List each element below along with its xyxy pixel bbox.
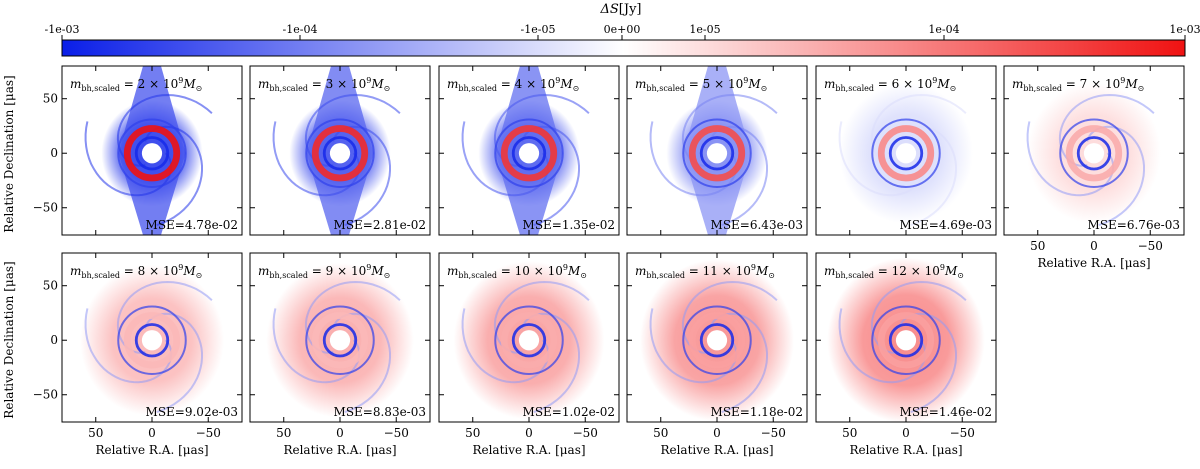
x-tick-label: 50 (1030, 239, 1045, 253)
y-tick-label: 50 (43, 279, 58, 293)
panel-m6: mbh,scaled = 6 × 109M⊙ MSE=4.69e-03 (815, 65, 997, 236)
heatmap-image (62, 253, 242, 422)
panel-m9: 50 0 −50 mbh,scaled = 9 × 109M⊙ MSE=8.83e-03… (249, 252, 431, 457)
panel-mass-label: mbh,scaled = 12 × 109M⊙ (824, 263, 964, 280)
panel-mse-label: MSE=1.46e-02 (900, 405, 992, 419)
x-tick-label: −50 (573, 426, 598, 440)
y-tick-label: −50 (33, 388, 58, 402)
y-tick-label: 0 (50, 146, 58, 160)
panel-m11: 50 0 −50 mbh,scaled = 11 × 109M⊙ MSE=1.18e-0… (626, 252, 808, 457)
panel-mse-label: MSE=4.69e-03 (900, 218, 992, 232)
x-tick-label: 0 (902, 426, 910, 440)
heatmap-image (627, 253, 807, 422)
panel-m10: 50 0 −50 mbh,scaled = 10 × 109M⊙ MSE=1.02e-0… (438, 252, 620, 457)
y-tick-label: 0 (50, 333, 58, 347)
panel-mass-label: mbh,scaled = 7 × 109M⊙ (1012, 76, 1144, 93)
heatmap-image (62, 66, 242, 235)
panel-m12: 50 0 −50 mbh,scaled = 12 × 109M⊙ MSE=1.46e-0… (815, 252, 997, 457)
heatmap-image (250, 66, 430, 235)
panel-m3: mbh,scaled = 3 × 109M⊙ MSE=2.81e-02 (249, 65, 431, 236)
panel-mass-label: mbh,scaled = 8 × 109M⊙ (70, 263, 202, 280)
heatmap-image (816, 253, 996, 422)
panel-mse-label: MSE=2.81e-02 (334, 218, 426, 232)
heatmap-image (627, 66, 807, 235)
panel-m8: 50 0 −50 50 0 −50 mbh,scaled = 8 × 109M⊙ MSE=9.… (33, 252, 243, 457)
panel-m4: mbh,scaled = 4 × 109M⊙ MSE=1.35e-02 (438, 65, 620, 236)
xlabel: Relative R.A. [μas] (1037, 256, 1150, 270)
heatmap-image (816, 66, 996, 235)
panel-mass-label: mbh,scaled = 2 × 109M⊙ (70, 76, 202, 93)
colorbar-title: ΔS[Jy] (600, 2, 642, 17)
heatmap-image (250, 253, 430, 422)
panel-mse-label: MSE=4.78e-02 (146, 218, 238, 232)
panel-mass-label: mbh,scaled = 3 × 109M⊙ (258, 76, 390, 93)
colorbar-tick-label: 1e-04 (928, 23, 959, 36)
x-tick-label: 0 (525, 426, 533, 440)
x-tick-label: 50 (465, 426, 480, 440)
panel-mse-label: MSE=1.18e-02 (711, 405, 803, 419)
colorbar-tick-label: 1e-03 (1169, 23, 1200, 36)
colorbar: ΔS[Jy] -1e-03 -1e-04 -1e-05 0e+00 1e-05 1e-04… (45, 2, 1200, 57)
ylabel-row1: Relative Declination [μas] (2, 75, 16, 232)
panel-mse-label: MSE=6.76e-03 (1088, 218, 1180, 232)
panel-mass-label: mbh,scaled = 10 × 109M⊙ (447, 263, 587, 280)
x-tick-label: 0 (148, 426, 156, 440)
panel-m7: 50 0 −50 mbh,scaled = 7 × 109M⊙ MSE=6.76e-03… (1003, 65, 1185, 270)
heatmap-image (439, 253, 619, 422)
xlabel: Relative R.A. [μas] (472, 443, 585, 457)
colorbar-tick-label: 0e+00 (604, 23, 641, 36)
panel-mass-label: mbh,scaled = 11 × 109M⊙ (635, 263, 775, 280)
x-tick-label: −50 (761, 426, 786, 440)
xlabel: Relative R.A. [μas] (849, 443, 962, 457)
panel-mass-label: mbh,scaled = 9 × 109M⊙ (258, 263, 390, 280)
panel-m5: mbh,scaled = 5 × 109M⊙ MSE=6.43e-03 (626, 65, 808, 236)
heatmap-image (439, 66, 619, 235)
x-tick-label: 0 (1090, 239, 1098, 253)
xlabel: Relative R.A. [μas] (660, 443, 773, 457)
panel-mass-label: mbh,scaled = 5 × 109M⊙ (635, 76, 767, 93)
panel-mse-label: MSE=8.83e-03 (334, 405, 426, 419)
colorbar-tick-label: -1e-05 (521, 23, 556, 36)
colorbar-gradient (61, 39, 1186, 57)
panel-mse-label: MSE=9.02e-03 (146, 405, 238, 419)
panel-mse-label: MSE=1.02e-02 (523, 405, 615, 419)
panel-mse-label: MSE=6.43e-03 (711, 218, 803, 232)
xlabel: Relative R.A. [μas] (283, 443, 396, 457)
y-tick-label: −50 (33, 201, 58, 215)
panel-mass-label: mbh,scaled = 6 × 109M⊙ (824, 76, 956, 93)
xlabel: Relative R.A. [μas] (95, 443, 208, 457)
panel-m2: 50 0 −50 mbh,scaled = 2 × 109M⊙ MSE=4.78e-02 (33, 65, 243, 236)
x-tick-label: −50 (1138, 239, 1163, 253)
x-tick-label: 50 (276, 426, 291, 440)
x-tick-label: −50 (196, 426, 221, 440)
y-tick-label: 50 (43, 92, 58, 106)
x-tick-label: 50 (842, 426, 857, 440)
heatmap-image (1004, 66, 1184, 235)
x-tick-label: 0 (336, 426, 344, 440)
panel-mse-label: MSE=1.35e-02 (523, 218, 615, 232)
colorbar-tick-label: -1e-04 (283, 23, 318, 36)
x-tick-label: −50 (384, 426, 409, 440)
colorbar-tick-label: -1e-03 (45, 23, 80, 36)
x-tick-label: −50 (950, 426, 975, 440)
x-tick-label: 50 (88, 426, 103, 440)
panel-mass-label: mbh,scaled = 4 × 109M⊙ (447, 76, 579, 93)
x-tick-label: 50 (653, 426, 668, 440)
colorbar-tick-label: 1e-05 (689, 23, 720, 36)
x-tick-label: 0 (713, 426, 721, 440)
ylabel-row2: Relative Declination [μas] (2, 261, 16, 418)
